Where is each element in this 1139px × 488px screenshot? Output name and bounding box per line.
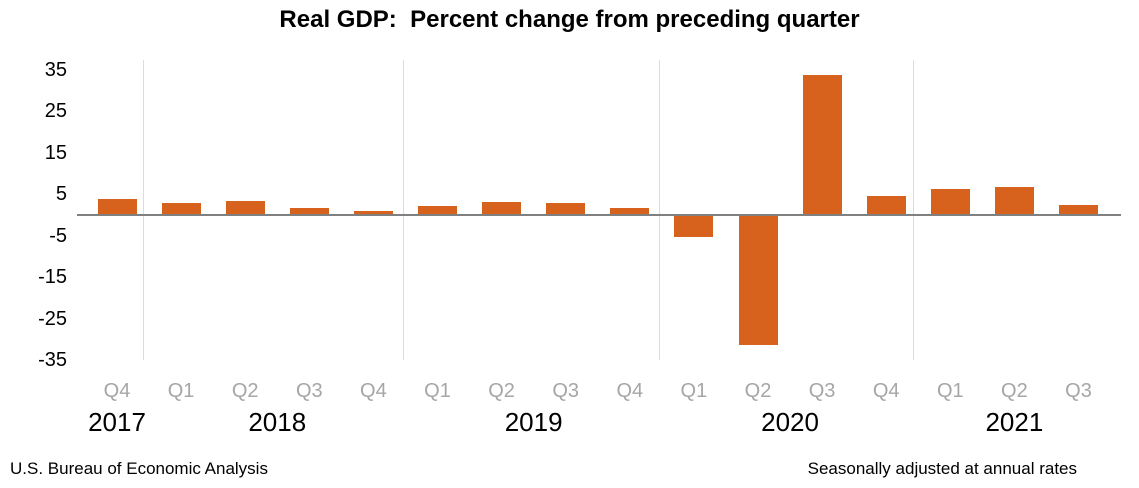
- y-tick-label: -25: [38, 307, 67, 330]
- x-quarter-label: Q3: [295, 380, 323, 402]
- bar-2021-Q3: [1059, 205, 1098, 215]
- x-quarter-label: Q4: [360, 380, 387, 402]
- bar-2020-Q4: [866, 196, 906, 215]
- bar-2020-Q3: [802, 75, 842, 215]
- bar-2018-Q3: [289, 208, 329, 215]
- year-separator-gridline: [913, 60, 914, 360]
- bar-2019-Q1: [418, 206, 457, 215]
- x-axis-zero-line: [77, 214, 1121, 216]
- bar-2021-Q1: [930, 189, 970, 215]
- bar-2020-Q2: [738, 216, 778, 345]
- year-separator-gridline: [403, 60, 404, 360]
- x-quarter-label: Q3: [552, 380, 580, 402]
- bar-2017-Q4: [97, 199, 137, 215]
- x-quarter-label: Q2: [744, 380, 772, 402]
- x-year-label: 2021: [985, 407, 1044, 437]
- chart-title: Real GDP: Percent change from preceding …: [279, 6, 860, 33]
- x-quarter-label: Q4: [616, 380, 644, 402]
- x-quarter-label: Q2: [488, 380, 515, 402]
- y-tick-label: -35: [38, 349, 67, 372]
- bar-2018-Q1: [161, 203, 201, 215]
- x-year-label: 2020: [761, 407, 819, 437]
- bar-2018-Q4: [353, 211, 393, 215]
- y-tick-label: -15: [38, 266, 67, 289]
- x-quarter-label: Q2: [1001, 380, 1028, 402]
- bar-2019-Q4: [610, 208, 650, 215]
- x-quarter-label: Q1: [936, 380, 964, 402]
- bar-2019-Q3: [546, 203, 586, 215]
- x-year-label: 2019: [504, 407, 563, 437]
- y-tick-label: 5: [55, 183, 67, 206]
- x-quarter-label: Q1: [424, 380, 451, 402]
- x-quarter-label: Q1: [680, 380, 708, 402]
- x-quarter-label: Q4: [103, 380, 131, 402]
- adjustment-note: Seasonally adjusted at annual rates: [807, 459, 1077, 478]
- y-tick-label: 15: [44, 141, 67, 164]
- year-separator-gridline: [659, 60, 660, 360]
- bar-2020-Q1: [674, 216, 714, 237]
- bar-2019-Q2: [482, 202, 522, 215]
- y-tick-label: 35: [44, 58, 67, 81]
- x-year-label: 2017: [88, 407, 146, 437]
- x-quarter-label: Q2: [231, 380, 259, 402]
- y-tick-label: -5: [49, 224, 67, 247]
- x-year-label: 2018: [248, 407, 307, 437]
- x-quarter-label: Q3: [808, 380, 836, 402]
- bar-2018-Q2: [225, 201, 265, 215]
- y-tick-label: 25: [44, 100, 67, 123]
- x-quarter-label: Q4: [872, 380, 900, 402]
- x-quarter-label: Q3: [1065, 380, 1092, 402]
- year-separator-gridline: [143, 60, 144, 360]
- bar-2021-Q2: [994, 187, 1034, 215]
- x-quarter-label: Q1: [167, 380, 195, 402]
- source-note: U.S. Bureau of Economic Analysis: [10, 459, 268, 478]
